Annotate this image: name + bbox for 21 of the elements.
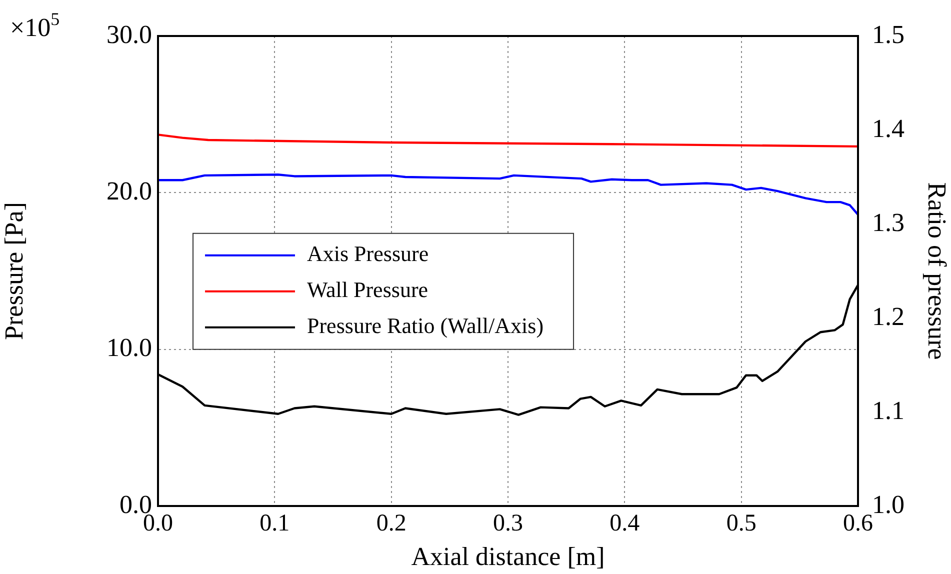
legend-label: Wall Pressure (307, 277, 428, 302)
x-axis-title: Axial distance [m] (411, 542, 605, 572)
y-tick-label: 10.0 (106, 333, 152, 362)
x-tick-label: 0.1 (260, 510, 290, 537)
y2-axis-title: Ratio of pressure (922, 182, 951, 360)
y2-tick-label: 1.3 (872, 208, 904, 237)
x-tick-label: 0.5 (726, 510, 756, 537)
y-axis-title: Pressure [Pa] (0, 202, 28, 340)
y2-tick-label: 1.2 (872, 302, 904, 331)
legend-label: Axis Pressure (307, 241, 429, 266)
y2-tick-label: 1.1 (872, 396, 904, 425)
y2-tick-label: 1.0 (872, 490, 904, 519)
x-tick-label: 0.3 (493, 510, 523, 537)
y-tick-label: 20.0 (106, 176, 152, 206)
y2-tick-label: 1.4 (872, 114, 904, 143)
x-tick-label: 0.2 (376, 510, 406, 537)
y-tick-label: 30.0 (106, 20, 152, 49)
legend-label: Pressure Ratio (Wall/Axis) (307, 313, 544, 338)
x-tick-label: 0.4 (610, 510, 640, 537)
x-tick-label: 0.6 (843, 510, 873, 537)
y2-tick-label: 1.5 (872, 20, 904, 49)
